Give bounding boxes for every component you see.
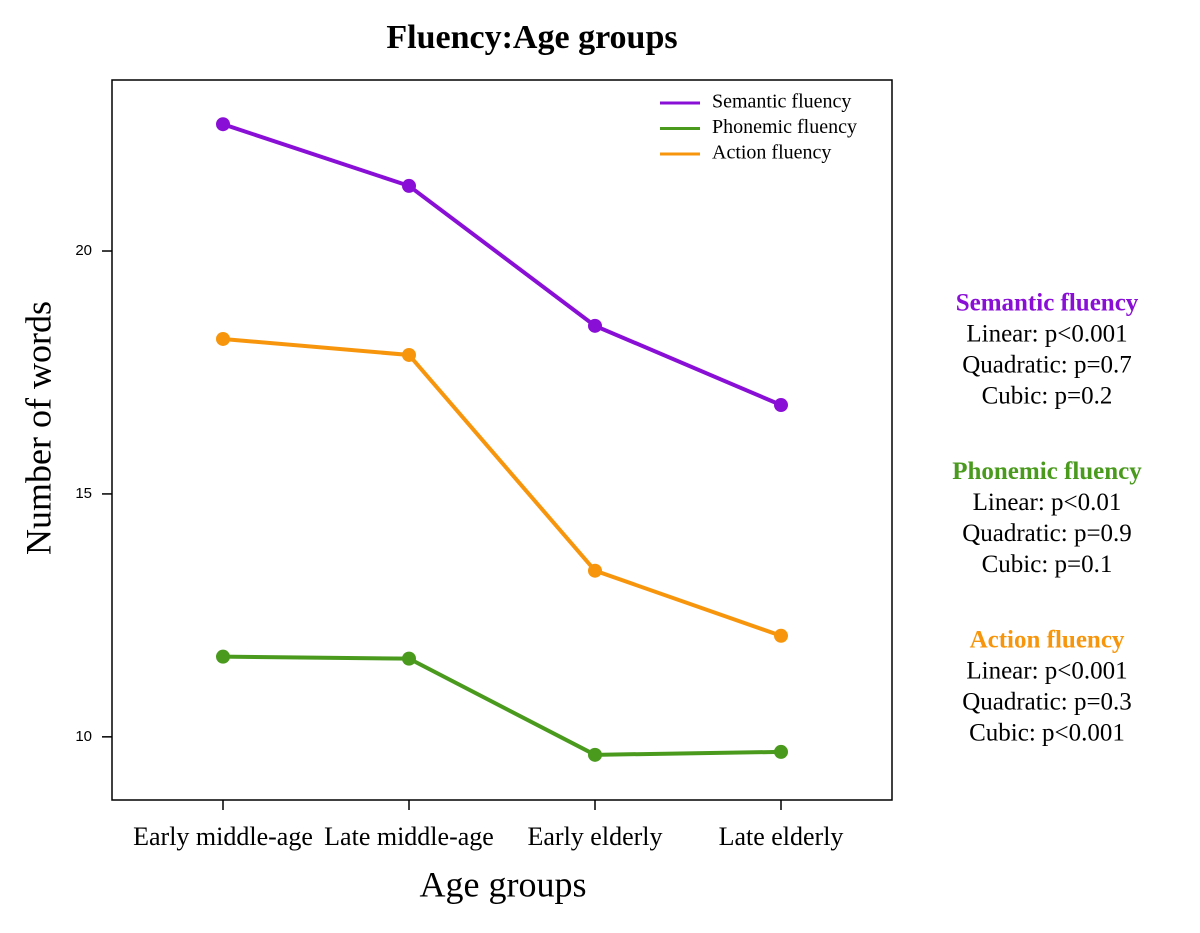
point xyxy=(588,563,602,578)
annotation-line: Quadratic: p=0.9 xyxy=(962,520,1132,547)
x-axis-label: Age groups xyxy=(420,864,587,904)
legend-label: Semantic fluency xyxy=(712,91,851,113)
point xyxy=(402,347,416,362)
x-tick-label: Late elderly xyxy=(719,822,844,851)
y-tick-label: 20 xyxy=(75,242,92,259)
series-line xyxy=(222,654,782,757)
point xyxy=(774,398,788,413)
x-tick-label: Early middle-age xyxy=(133,822,313,851)
annotation-line: Cubic: p<0.001 xyxy=(969,720,1125,747)
y-tick-label: 10 xyxy=(75,728,92,745)
annotation-title: Phonemic fluency xyxy=(952,458,1142,485)
y-tick-label: 15 xyxy=(75,485,92,502)
point xyxy=(216,117,230,132)
plot-frame xyxy=(111,79,893,801)
series-line xyxy=(222,336,782,638)
legend-label: Phonemic fluency xyxy=(712,116,857,138)
chart-title: Fluency:Age groups xyxy=(386,19,677,56)
point xyxy=(774,628,788,643)
annotation-title: Semantic fluency xyxy=(956,290,1139,317)
legend-label: Action fluency xyxy=(712,142,831,164)
point xyxy=(402,651,416,666)
annotation-line: Cubic: p=0.2 xyxy=(982,383,1113,410)
point xyxy=(216,649,230,664)
point xyxy=(588,747,602,762)
annotation-line: Quadratic: p=0.7 xyxy=(962,352,1132,379)
x-tick-label: Late middle-age xyxy=(324,822,494,851)
annotation-title: Action fluency xyxy=(970,627,1125,654)
y-axis-label: Number of words xyxy=(18,301,58,555)
x-tick-label: Early elderly xyxy=(528,822,663,851)
annotation-line: Quadratic: p=0.3 xyxy=(962,689,1132,716)
annotation-line: Linear: p<0.001 xyxy=(966,321,1127,348)
annotation-line: Linear: p<0.001 xyxy=(966,658,1127,685)
annotation-line: Linear: p<0.01 xyxy=(973,489,1122,516)
point xyxy=(402,178,416,193)
series-line xyxy=(222,122,782,407)
annotation-line: Cubic: p=0.1 xyxy=(982,551,1113,578)
point xyxy=(774,744,788,759)
point xyxy=(216,331,230,346)
point xyxy=(588,318,602,333)
